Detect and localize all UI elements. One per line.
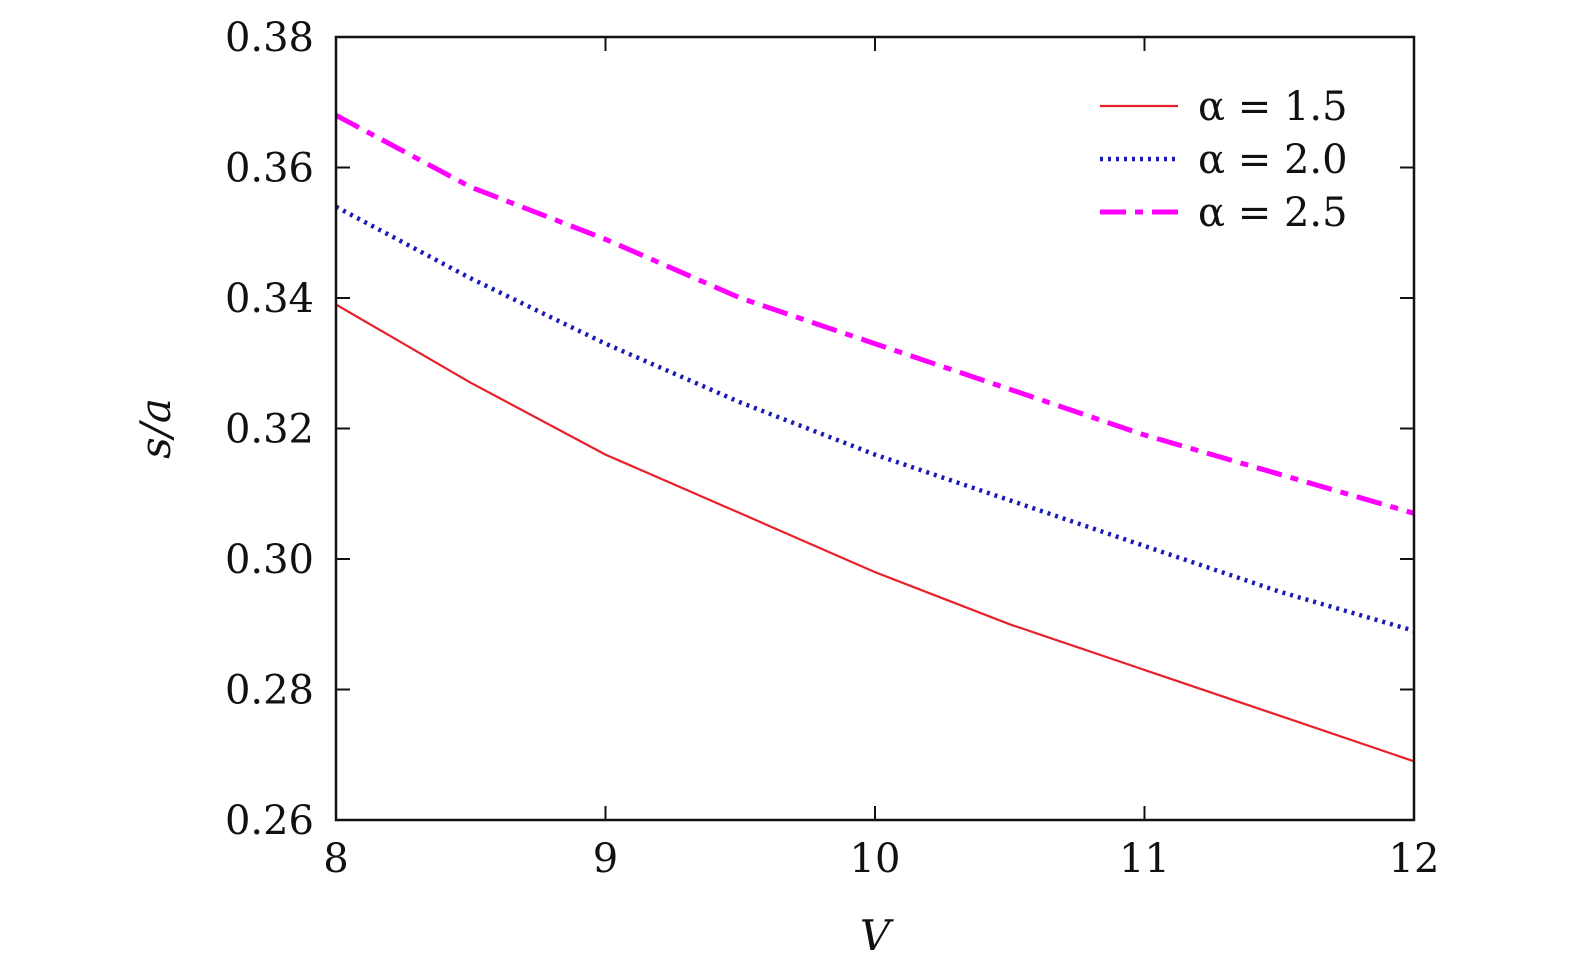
axes-layer: 8 9 10 11 12 0.26 0.28 0.30 0.32 0.34 0.36 0.38 <box>225 15 1440 882</box>
y-tick-label: 0.34 <box>225 276 314 322</box>
y-tick-label: 0.26 <box>225 798 314 844</box>
legend: α = 1.5 α = 2.0 α = 2.5 <box>1100 84 1348 236</box>
x-tick-label: 9 <box>593 836 618 882</box>
legend-label-0: α = 1.5 <box>1198 84 1348 130</box>
y-axis-title: s/a <box>131 398 180 459</box>
y-tick-label: 0.32 <box>225 407 314 453</box>
x-tick-label: 12 <box>1389 836 1440 882</box>
x-tick-label: 8 <box>323 836 348 882</box>
x-axis-title: V <box>860 911 894 960</box>
x-tick-label: 11 <box>1119 836 1170 882</box>
series-line-1 <box>334 204 1415 633</box>
y-tick-label: 0.38 <box>225 15 314 61</box>
series-line-0 <box>335 303 1415 763</box>
legend-label-1: α = 2.0 <box>1198 137 1348 183</box>
y-tick-label: 0.28 <box>225 668 314 714</box>
legend-label-2: α = 2.5 <box>1198 190 1348 236</box>
y-tick-label: 0.30 <box>225 537 314 583</box>
plot-layer <box>334 113 1415 763</box>
series-line-2 <box>334 113 1415 516</box>
x-tick-label: 10 <box>850 836 901 882</box>
y-tick-label: 0.36 <box>225 146 314 192</box>
